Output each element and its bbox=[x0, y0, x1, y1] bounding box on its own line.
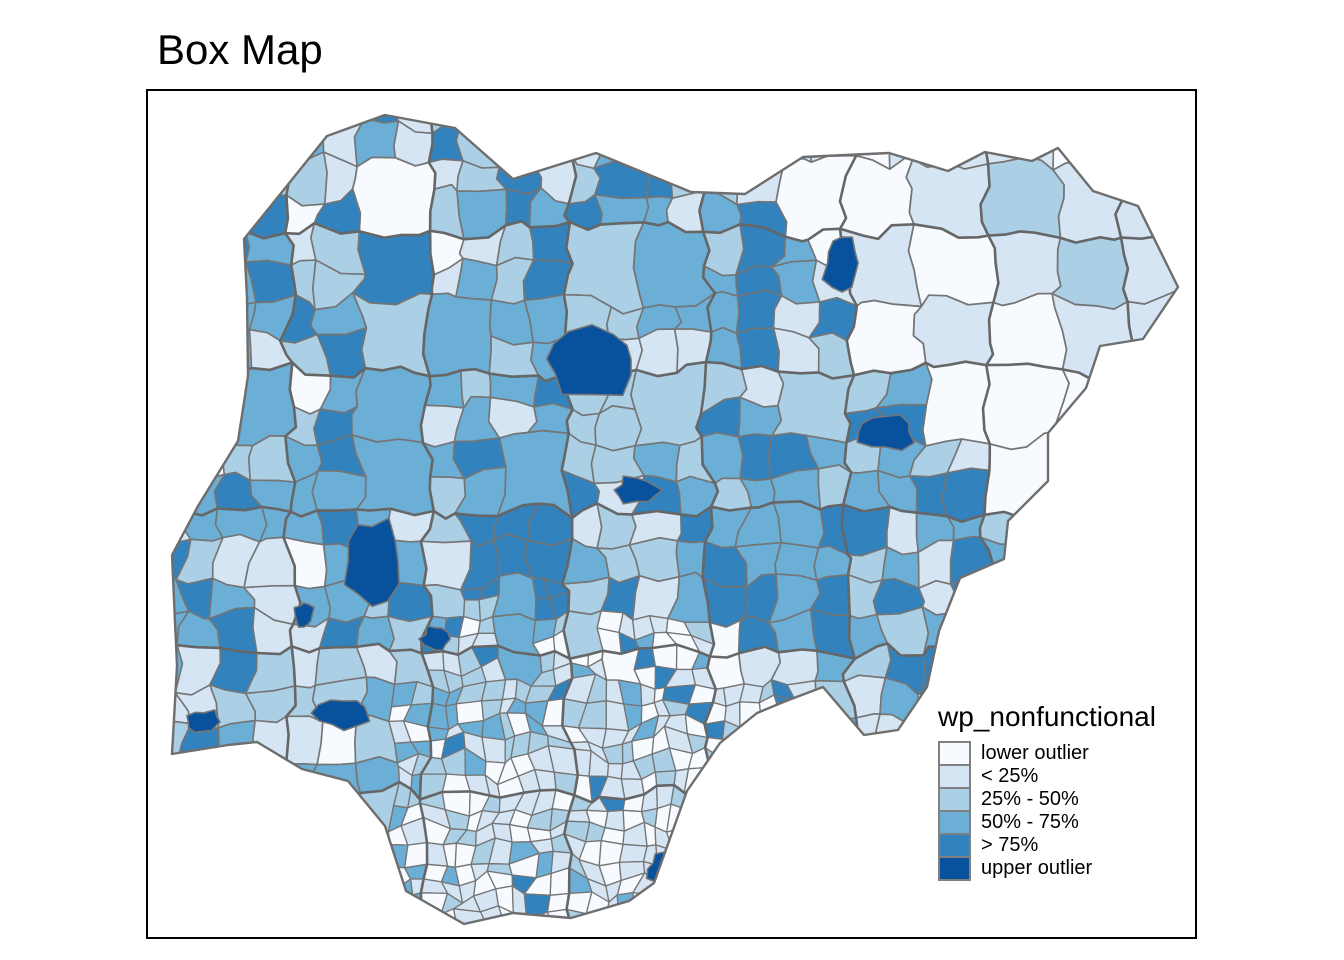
legend-swatch bbox=[938, 787, 971, 812]
legend-items: lower outlier < 25% 25% - 50% 50% - 75% > 75… bbox=[938, 741, 1156, 881]
legend-item: > 75% bbox=[938, 833, 1156, 858]
legend-label: 50% - 75% bbox=[981, 811, 1079, 833]
map-legend: wp_nonfunctional lower outlier < 25% 25% -… bbox=[934, 699, 1164, 889]
legend-swatch bbox=[938, 764, 971, 789]
country-outline bbox=[170, 113, 1180, 926]
legend-item: < 25% bbox=[938, 764, 1156, 789]
legend-swatch bbox=[938, 810, 971, 835]
legend-title: wp_nonfunctional bbox=[938, 701, 1156, 732]
nigeria-choropleth-map bbox=[170, 113, 1180, 926]
legend-swatch bbox=[938, 856, 971, 881]
legend-label: < 25% bbox=[981, 765, 1039, 787]
legend-label: 25% - 50% bbox=[981, 788, 1079, 810]
legend-label: upper outlier bbox=[981, 857, 1093, 879]
legend-item: lower outlier bbox=[938, 741, 1156, 766]
legend-item: 25% - 50% bbox=[938, 787, 1156, 812]
legend-swatch bbox=[938, 833, 971, 858]
legend-label: > 75% bbox=[981, 834, 1039, 856]
legend-item: 50% - 75% bbox=[938, 810, 1156, 835]
plot-title: Box Map bbox=[157, 26, 323, 73]
lga-polygons bbox=[172, 115, 1178, 924]
legend-item: upper outlier bbox=[938, 856, 1156, 881]
legend-swatch bbox=[938, 741, 971, 766]
legend-label: lower outlier bbox=[981, 742, 1089, 764]
plot-frame: wp_nonfunctional lower outlier < 25% 25% -… bbox=[146, 89, 1197, 939]
